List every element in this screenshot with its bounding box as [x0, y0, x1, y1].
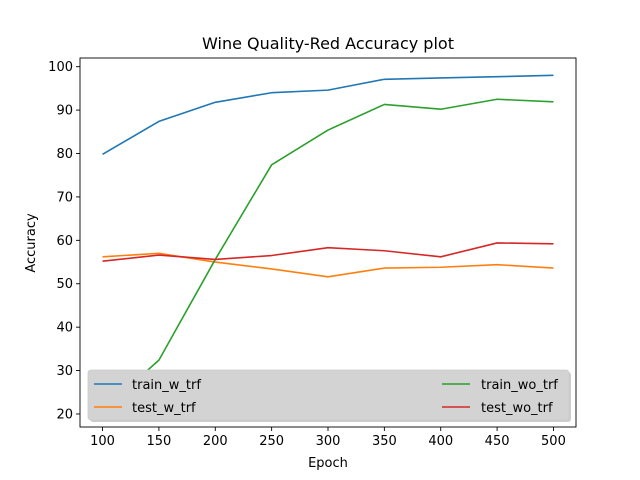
y-tick-label: 70	[56, 190, 73, 205]
y-tick-label: 40	[56, 321, 73, 336]
series-line-train_w_trf	[102, 74, 554, 156]
y-tick-label: 20	[56, 407, 73, 422]
x-axis-label: Epoch	[308, 456, 348, 471]
legend-label-train_wo_trf: train_wo_trf	[481, 378, 558, 393]
x-tick-label: 450	[485, 434, 510, 449]
legend-label-test_wo_trf: test_wo_trf	[481, 401, 553, 416]
y-tick-label: 90	[56, 104, 73, 119]
x-tick-label: 300	[316, 434, 341, 449]
series-line-train_wo_trf	[102, 98, 554, 412]
x-tick-label: 250	[259, 434, 284, 449]
chart-title: Wine Quality-Red Accuracy plot	[202, 34, 454, 53]
legend-label-test_w_trf: test_w_trf	[132, 401, 196, 416]
x-tick-label: 350	[372, 434, 397, 449]
y-tick-label: 80	[56, 147, 73, 162]
x-tick-label: 400	[428, 434, 453, 449]
y-axis-label: Accuracy	[24, 213, 39, 273]
series-line-test_wo_trf	[102, 242, 554, 262]
x-tick-label: 500	[541, 434, 566, 449]
y-tick-label: 30	[56, 364, 73, 379]
y-tick-label: 100	[48, 60, 73, 75]
legend-label-train_w_trf: train_w_trf	[132, 378, 201, 393]
x-tick-label: 150	[146, 434, 171, 449]
x-tick-label: 200	[203, 434, 228, 449]
y-tick-label: 60	[56, 234, 73, 249]
y-tick-label: 50	[56, 277, 73, 292]
x-tick-label: 100	[90, 434, 115, 449]
plot-area: train_w_trf test_w_trf train_wo_trf test_wo…	[48, 57, 577, 449]
